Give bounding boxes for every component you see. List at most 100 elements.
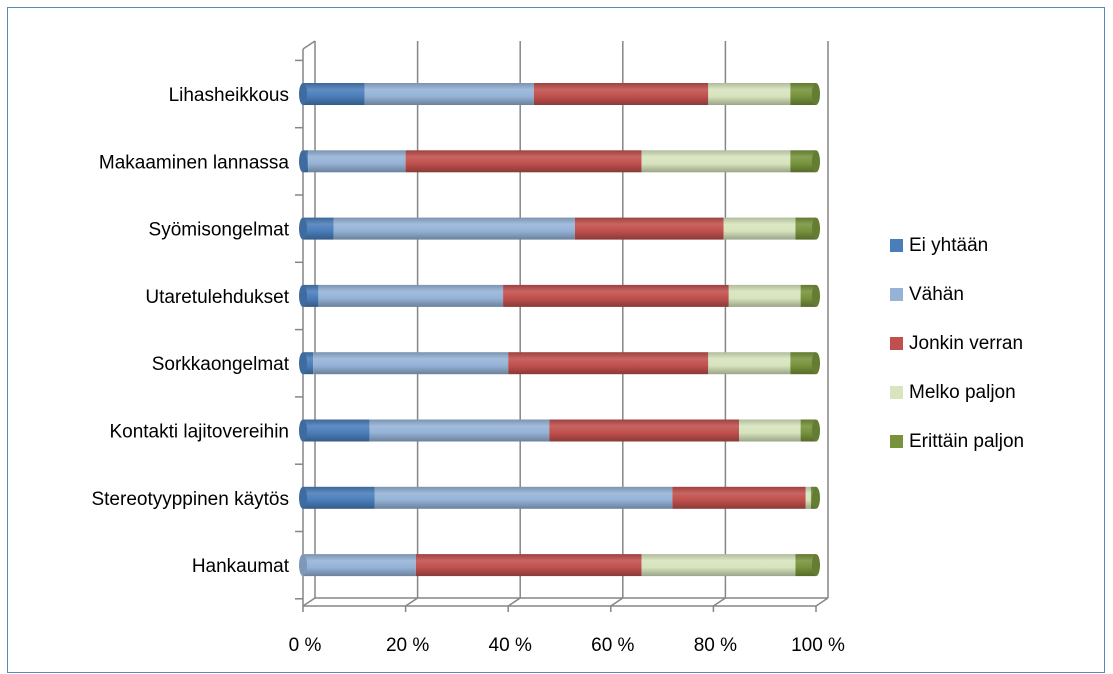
bar-segment-body — [318, 284, 504, 307]
floor-gridline — [815, 597, 829, 607]
bar-segment — [800, 284, 816, 307]
bar-segment-body — [415, 554, 642, 577]
category-label: Lihasheikkous — [169, 85, 289, 106]
floor-gridline — [507, 597, 521, 607]
bar-segment — [369, 419, 550, 442]
bar-segment-body — [790, 83, 816, 105]
bar-segment — [728, 284, 801, 307]
bar-segment — [795, 217, 816, 240]
bar-segment-body — [549, 419, 740, 442]
bar-segment — [508, 352, 709, 375]
bar-start-cap — [299, 150, 307, 173]
x-tick-label: 40 % — [489, 635, 532, 656]
bar-segment-body — [728, 284, 801, 307]
bar-segment — [303, 486, 375, 509]
x-tick-label: 80 % — [694, 635, 737, 656]
floor-gridline — [712, 597, 726, 607]
grid-layer — [302, 41, 829, 607]
bars-layer — [299, 83, 820, 577]
bar-segment-body — [364, 83, 534, 105]
category-label: Makaaminen lannassa — [99, 152, 290, 173]
bar-start-cap — [299, 284, 307, 307]
bar-segment-body — [303, 83, 365, 105]
legend: Ei yhtään Vähän Jonkin verran Melko paljon E… — [890, 235, 1024, 452]
bar-segment-body — [313, 352, 509, 375]
x-tick-label: 20 % — [386, 635, 429, 656]
bar-segment — [533, 83, 709, 105]
bar-start-cap — [299, 217, 307, 240]
stacked-bar-chart: Lihasheikkous Makaaminen lannassa Syömison… — [91, 40, 1024, 656]
bar-segment-body — [574, 217, 724, 240]
bar-segment — [790, 150, 816, 173]
bar-segment — [303, 217, 334, 240]
bar-segment — [800, 419, 816, 442]
bar-segment — [318, 284, 504, 307]
bar-segment — [303, 352, 314, 375]
x-tick-label: 100 % — [791, 635, 845, 656]
x-tick-labels: 0 % 20 % 40 % 60 % 80 % 100 % — [289, 635, 845, 656]
legend-label: Ei yhtään — [909, 235, 988, 256]
bar-segment-body — [308, 150, 406, 173]
bar-segment-body — [405, 150, 642, 173]
bar-segment — [364, 83, 534, 105]
bar-end-cap — [812, 419, 820, 442]
legend-swatch — [890, 386, 903, 399]
floor-gridline — [405, 597, 419, 607]
bar-segment-body — [303, 284, 319, 307]
bar-segment — [574, 217, 724, 240]
bar-segment-body — [708, 83, 791, 105]
bar-segment — [303, 284, 319, 307]
bar-segment — [308, 150, 406, 173]
bar-start-cap — [299, 83, 307, 105]
bar-segment — [333, 217, 575, 240]
bar-segment — [739, 419, 801, 442]
bar-segment — [303, 554, 416, 577]
bar-segment — [303, 419, 370, 442]
chart-frame: Lihasheikkous Makaaminen lannassa Syömison… — [7, 7, 1105, 673]
bar-segment-body — [333, 217, 575, 240]
bar-end-cap — [812, 284, 820, 307]
category-label: Sorkkaongelmat — [152, 354, 290, 375]
bar-segment — [641, 150, 791, 173]
bar-segment — [672, 486, 806, 509]
legend-label: Erittäin paljon — [909, 431, 1024, 452]
x-tick-label: 60 % — [591, 635, 634, 656]
bar-segment — [708, 352, 791, 375]
legend-label: Vähän — [909, 284, 964, 305]
bar-segment — [415, 554, 642, 577]
bar-segment — [641, 554, 796, 577]
bar-segment-body — [303, 554, 416, 577]
bar-end-cap — [812, 150, 820, 173]
category-label: Utaretulehdukset — [145, 287, 289, 308]
bar-segment-body — [374, 486, 673, 509]
floor-gridline — [610, 597, 624, 607]
bar-end-cap — [812, 554, 820, 577]
bar-segment — [503, 284, 729, 307]
bar-segment-body — [503, 284, 729, 307]
category-label: Syömisongelmat — [149, 220, 290, 241]
legend-label: Melko paljon — [909, 382, 1016, 403]
bar-segment-body — [303, 352, 314, 375]
bar-start-cap — [299, 419, 307, 442]
bar-end-cap — [812, 352, 820, 375]
bar-start-cap — [299, 486, 307, 509]
bar-segment-body — [805, 486, 811, 509]
bar-segment — [303, 83, 365, 105]
axis-layer — [295, 40, 828, 612]
category-label: Kontakti lajitovereihin — [109, 422, 289, 443]
legend-swatch — [890, 239, 903, 252]
bar-segment — [805, 486, 811, 509]
legend-swatch — [890, 435, 903, 448]
bar-segment-body — [672, 486, 806, 509]
floor-gridline — [302, 597, 316, 607]
bar-segment-body — [790, 150, 816, 173]
bar-end-cap — [812, 217, 820, 240]
legend-label: Jonkin verran — [909, 333, 1023, 354]
category-label: Hankaumat — [192, 556, 290, 577]
bar-segment — [790, 83, 816, 105]
bar-segment-body — [303, 217, 334, 240]
bar-segment-body — [800, 284, 816, 307]
bar-segment-body — [790, 352, 816, 375]
bar-segment — [723, 217, 796, 240]
bar-segment-body — [303, 486, 375, 509]
